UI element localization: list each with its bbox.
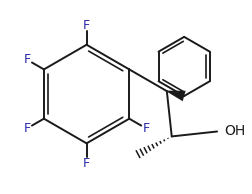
Text: F: F bbox=[83, 157, 90, 170]
Text: F: F bbox=[83, 19, 90, 32]
Text: F: F bbox=[23, 53, 30, 66]
Text: F: F bbox=[23, 122, 30, 135]
Polygon shape bbox=[166, 91, 185, 101]
Text: OH: OH bbox=[223, 125, 244, 139]
Text: F: F bbox=[142, 122, 149, 135]
